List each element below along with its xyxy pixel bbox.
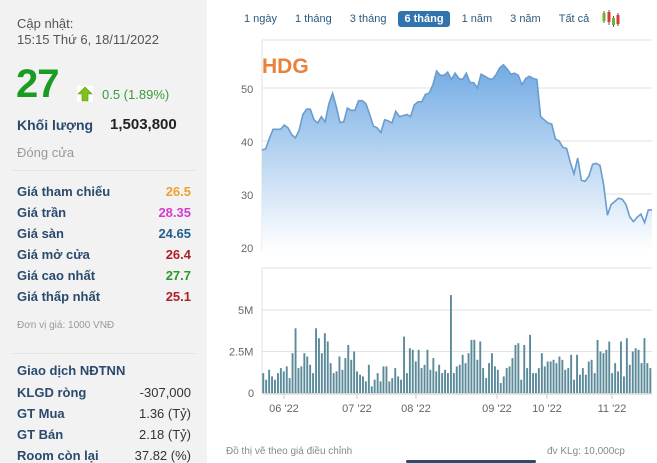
arrow-up-icon <box>77 86 93 102</box>
foreign-row-label: GT Bán <box>17 427 64 442</box>
svg-text:09 '22: 09 '22 <box>482 403 512 415</box>
price-row-label: Giá mở cửa <box>17 247 90 262</box>
foreign-trading-title: Giao dịch NĐTNN <box>17 363 126 378</box>
svg-text:2.5M: 2.5M <box>229 347 253 359</box>
price-row-value: 24.65 <box>158 226 191 241</box>
divider <box>12 170 196 171</box>
svg-text:20: 20 <box>241 243 253 255</box>
foreign-row-label: KLGD ròng <box>17 385 87 400</box>
stock-info-panel: Cập nhật: 15:15 Thứ 6, 18/11/2022 27 0.5… <box>0 0 207 463</box>
price-row-value: 25.1 <box>165 289 191 304</box>
foreign-row-buy-value: GT Mua 1.36 (Tỷ) <box>17 406 191 421</box>
svg-text:0: 0 <box>248 388 254 400</box>
price-row-ceiling: Giá trần 28.35 <box>17 205 191 220</box>
tab-3-years[interactable]: 3 năm <box>510 13 541 25</box>
foreign-row-net-volume: KLGD ròng -307,000 <box>17 385 191 400</box>
svg-text:11 '22: 11 '22 <box>598 403 627 415</box>
tab-3-months[interactable]: 3 tháng <box>349 13 387 25</box>
tab-all[interactable]: Tất cả <box>558 13 590 25</box>
foreign-row-room: Room còn lại 37.82 (%) <box>17 448 191 463</box>
volume-value: 1,503,800 <box>110 116 177 133</box>
volume-label: Khối lượng <box>17 117 94 133</box>
divider <box>12 353 196 354</box>
foreign-row-label: GT Mua <box>17 406 65 421</box>
svg-text:5M: 5M <box>238 305 253 317</box>
price-row-reference: Giá tham chiếu 26.5 <box>17 184 191 199</box>
price-unit-note: Đơn vị giá: 1000 VNĐ <box>17 320 115 331</box>
price-row-label: Giá trần <box>17 205 67 220</box>
price-line <box>261 63 652 225</box>
current-price: 27 <box>16 62 59 106</box>
foreign-row-value: 37.82 (%) <box>134 448 191 463</box>
volume-bars <box>262 295 652 393</box>
price-row-label: Giá sàn <box>17 226 64 241</box>
price-row-value: 27.7 <box>165 268 191 283</box>
chart-title: HDG <box>262 55 309 78</box>
price-row-label: Giá tham chiếu <box>17 184 111 199</box>
foreign-row-sell-value: GT Bán 2.18 (Tỷ) <box>17 427 191 442</box>
price-row-open: Giá mở cửa 26.4 <box>17 247 191 262</box>
tab-1-month[interactable]: 1 tháng <box>295 13 332 25</box>
volume-unit-note: đv KLg: 10,000cp <box>547 446 625 457</box>
price-row-label: Giá cao nhất <box>17 268 96 283</box>
tab-1-year[interactable]: 1 năm <box>461 13 493 25</box>
market-status: Đóng cửa <box>17 145 75 160</box>
x-axis: 06 '22 07 '22 08 '22 09 '22 10 '22 11 '22 <box>262 393 652 415</box>
price-row-floor: Giá sàn 24.65 <box>17 226 191 241</box>
svg-text:50: 50 <box>241 84 253 96</box>
tab-6-months[interactable]: 6 tháng <box>398 11 450 27</box>
price-row-value: 26.5 <box>165 184 191 199</box>
tab-1-day[interactable]: 1 ngày <box>244 13 278 25</box>
svg-text:07 '22: 07 '22 <box>342 403 372 415</box>
svg-text:40: 40 <box>241 137 253 149</box>
update-label: Cập nhật: <box>17 16 74 31</box>
svg-text:08 '22: 08 '22 <box>401 403 431 415</box>
foreign-row-value: -307,000 <box>139 385 191 400</box>
price-row-high: Giá cao nhất 27.7 <box>17 268 191 283</box>
foreign-row-value: 2.18 (Tỷ) <box>138 427 191 442</box>
price-row-label: Giá thấp nhất <box>17 289 101 304</box>
period-tabs: 1 ngày 1 tháng 3 tháng 6 tháng 1 năm 3 n… <box>238 10 621 28</box>
candlestick-chart-icon[interactable] <box>601 10 621 28</box>
price-change: 0.5 (1.89%) <box>102 87 170 102</box>
svg-text:06 '22: 06 '22 <box>269 403 299 415</box>
price-row-value: 28.35 <box>158 205 191 220</box>
price-row-low: Giá thấp nhất 25.1 <box>17 289 191 304</box>
price-row-value: 26.4 <box>165 247 191 262</box>
svg-text:30: 30 <box>241 190 253 202</box>
svg-text:10 '22: 10 '22 <box>532 403 562 415</box>
update-time: 15:15 Thứ 6, 18/11/2022 <box>17 32 159 47</box>
foreign-row-value: 1.36 (Tỷ) <box>138 406 191 421</box>
price-area <box>262 64 652 251</box>
scrollbar[interactable] <box>406 460 536 463</box>
foreign-row-label: Room còn lại <box>17 448 99 463</box>
chart-note: Đồ thị vẽ theo giá điều chỉnh <box>226 446 353 457</box>
